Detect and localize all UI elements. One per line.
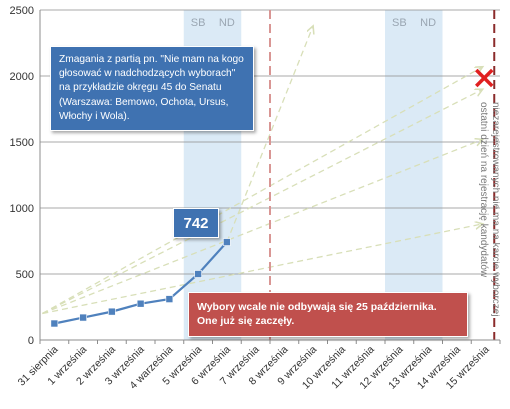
data-point [136, 299, 145, 308]
weekend-label: ND [420, 17, 436, 29]
y-tick-label: 2500 [10, 5, 34, 17]
vertical-note-line-1: niezarejestrowanych nie ma na karcie wyb… [490, 102, 500, 317]
y-tick-label: 0 [28, 335, 34, 347]
projection-arrows [42, 26, 482, 315]
projection-arrow [226, 26, 313, 243]
projection-arrow [42, 139, 482, 315]
weekend-label: SB [191, 17, 206, 29]
deadline-lines [269, 10, 496, 340]
value-label-box: 742 [173, 208, 219, 238]
vertical-note: niezarejestrowanych nie ma na karcie wyb… [478, 102, 500, 317]
weekend-band [385, 10, 443, 340]
y-tick-label: 1000 [10, 203, 34, 215]
y-tick-labels: 0 500 1000 1500 2000 2500 [10, 5, 34, 347]
callout-text: Zmagania z partią pn. "Nie mam na kogo g… [59, 54, 244, 122]
end-marker [475, 68, 494, 88]
data-point [194, 270, 202, 278]
data-point [79, 313, 87, 322]
alert-line-2: One już się zaczęły. [197, 315, 295, 327]
projection-arrow [42, 89, 482, 315]
y-tick-label: 500 [16, 269, 34, 281]
cross-stroke [475, 68, 494, 88]
data-point [50, 319, 59, 328]
alert-box: Wybory wcale nie odbywają się 25 paździe… [188, 292, 468, 337]
y-tick-label: 2000 [10, 71, 34, 83]
data-point [108, 307, 116, 316]
weekend-label: SB [392, 17, 407, 29]
data-point [223, 238, 231, 246]
series-line [50, 238, 231, 328]
axes [39, 10, 501, 344]
value-label: 742 [183, 215, 209, 232]
alert-line-1: Wybory wcale nie odbywają się 25 paździe… [197, 301, 437, 313]
weekend-label: ND [219, 17, 235, 29]
vertical-note-line-2: ostatni dzień na rejestrację kandydatów [478, 102, 489, 278]
projection-arrow [42, 224, 482, 315]
callout-box: Zmagania z partią pn. "Nie mam na kogo g… [50, 46, 254, 132]
y-tick-label: 1500 [10, 137, 34, 149]
projection-arrow [42, 67, 482, 315]
data-point [165, 295, 174, 303]
